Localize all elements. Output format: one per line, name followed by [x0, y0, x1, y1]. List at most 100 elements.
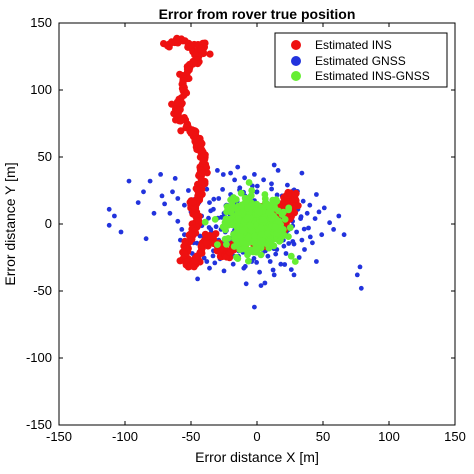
gnss-point: [296, 255, 302, 260]
gnss-point: [167, 210, 173, 216]
ins-point: [199, 157, 207, 165]
gnss-point: [220, 172, 226, 177]
gnss-point: [235, 164, 241, 170]
ins-gnss-point: [223, 241, 230, 248]
ins-gnss-point: [248, 187, 256, 194]
gnss-point: [126, 178, 132, 184]
ins-gnss-point: [286, 224, 294, 232]
ins-gnss-point: [259, 237, 266, 245]
ins-gnss-point: [253, 248, 261, 256]
ins-gnss-point: [256, 208, 263, 216]
gnss-point: [285, 182, 290, 188]
gnss-point: [182, 202, 187, 208]
gnss-point: [158, 172, 164, 177]
gnss-point: [274, 192, 280, 198]
gnss-point: [106, 206, 112, 212]
gnss-point: [175, 196, 181, 201]
axis-ticks: -150 -100 -50 0 50 100 150 -150 -100 -50 0 50 100 150: [26, 15, 466, 444]
ins-point: [177, 127, 185, 135]
gnss-point: [252, 304, 257, 310]
gnss-point: [147, 178, 153, 184]
ins-gnss-point: [251, 237, 258, 245]
ins-gnss-point: [223, 208, 231, 216]
gnss-point: [232, 177, 238, 183]
gnss-point: [257, 269, 262, 275]
gnss-point: [358, 285, 364, 291]
gnss-point: [310, 240, 315, 246]
ins-gnss-point: [231, 235, 239, 243]
gnss-point: [254, 183, 260, 189]
ins-point: [206, 50, 214, 58]
ins-gnss-point: [258, 230, 266, 238]
ins-gnss-point: [259, 216, 267, 224]
gnss-point: [162, 201, 168, 207]
ins-gnss-point: [247, 192, 255, 200]
y-tick-label: 0: [45, 216, 52, 231]
y-tick-label: 50: [38, 149, 52, 164]
gnss-point: [207, 200, 212, 206]
ins-gnss-point: [285, 233, 292, 241]
legend-marker-ins: [291, 40, 301, 50]
gnss-point: [312, 216, 318, 222]
gnss-point: [302, 247, 307, 252]
gnss-point: [307, 202, 313, 208]
gnss-point: [242, 175, 248, 181]
gnss-point: [291, 272, 297, 278]
ins-gnss-point: [237, 189, 245, 197]
gnss-point: [321, 205, 327, 211]
gnss-point: [314, 192, 319, 197]
x-tick-label: -150: [46, 429, 72, 444]
gnss-point: [269, 186, 274, 192]
gnss-point: [278, 261, 284, 267]
legend-box: [274, 32, 448, 88]
gnss-point: [175, 218, 181, 224]
gnss-point: [135, 200, 141, 206]
gnss-point: [215, 168, 220, 173]
gnss-point: [172, 176, 178, 181]
gnss-point: [307, 234, 313, 240]
gnss-point: [301, 226, 307, 232]
chart-title: Error from rover true position: [159, 6, 356, 22]
gnss-point: [290, 239, 296, 244]
gnss-point: [228, 170, 234, 176]
gnss-point: [243, 281, 249, 287]
gnss-point: [258, 283, 264, 288]
ins-gnss-point: [257, 224, 265, 232]
gnss-point: [230, 261, 236, 267]
gnss-point: [336, 213, 342, 219]
gnss-point: [204, 259, 210, 264]
legend-label-ins-gnss: Estimated INS-GNSS: [315, 69, 430, 83]
ins-gnss-point: [201, 218, 209, 226]
x-tick-label: -50: [182, 429, 201, 444]
gnss-point: [251, 256, 257, 261]
gnss-point: [213, 224, 219, 230]
gnss-point: [319, 232, 325, 238]
ins-gnss-point: [245, 234, 252, 242]
ins-gnss-point: [227, 196, 235, 204]
gnss-point: [112, 213, 117, 219]
gnss-point: [306, 225, 311, 231]
gnss-point: [143, 236, 149, 242]
gnss-point: [195, 276, 201, 282]
ins-gnss-point: [241, 244, 249, 252]
gnss-point: [299, 170, 305, 176]
gnss-point: [282, 262, 288, 267]
gnss-point: [294, 229, 299, 235]
x-tick-label: 0: [253, 429, 260, 444]
gnss-point: [269, 181, 274, 187]
gnss-point: [357, 264, 363, 270]
gnss-point: [212, 260, 218, 266]
ins-gnss-point: [291, 258, 299, 265]
ins-gnss-point: [265, 203, 273, 211]
ins-gnss-point: [234, 255, 242, 262]
ins-gnss-point: [211, 216, 219, 223]
ins-gnss-point: [244, 251, 251, 259]
ins-gnss-point: [271, 204, 279, 212]
gnss-point: [314, 259, 319, 264]
gnss-point: [265, 253, 271, 259]
ins-point: [195, 217, 203, 225]
ins-gnss-point: [271, 223, 279, 231]
gnss-point: [298, 214, 304, 220]
ins-gnss-point: [236, 246, 244, 254]
gnss-point: [270, 267, 276, 273]
